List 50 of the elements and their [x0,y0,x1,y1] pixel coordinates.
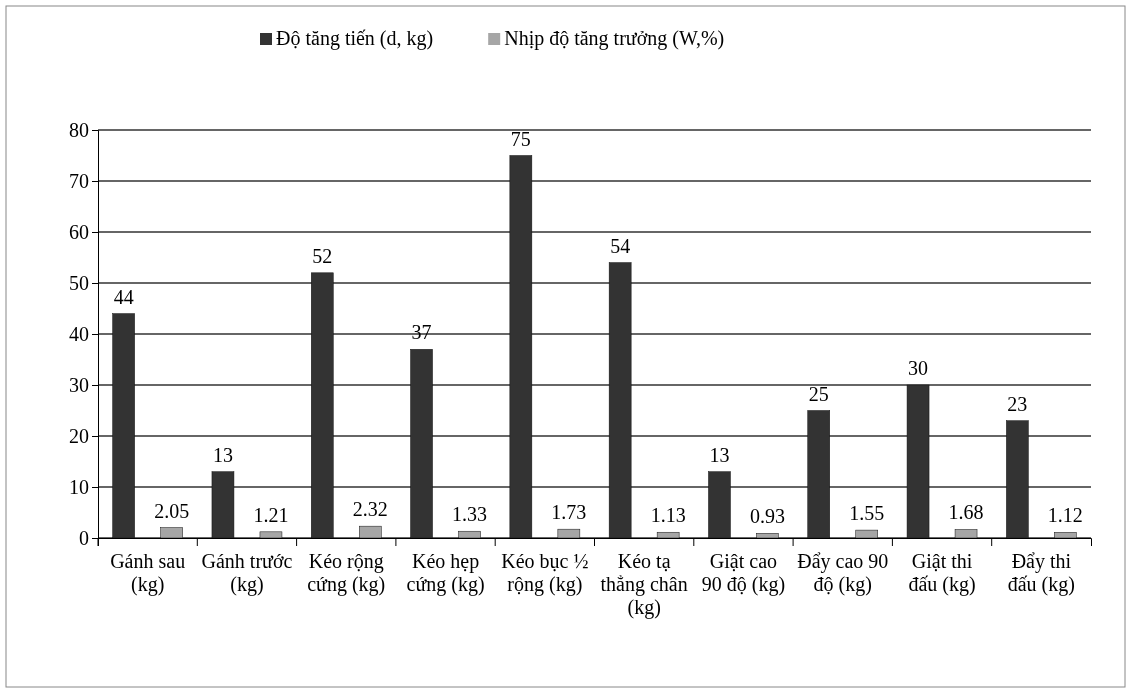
data-label: 1.13 [650,504,686,527]
data-label: 1.55 [849,502,885,525]
bar [359,525,382,539]
x-tick-label: Kéo hẹp cứng (kg) [406,550,485,596]
x-tick-label: Kéo bục ½ rộng (kg) [501,550,589,596]
y-tick-label: 50 [69,271,89,294]
bar [954,529,978,539]
x-tick-label: Đẩy cao 90 độ (kg) [797,550,889,596]
y-tick-label: 80 [69,118,89,141]
data-label: 1.33 [452,503,488,526]
y-tick-label: 0 [79,526,89,549]
data-label: 30 [908,357,929,379]
data-label: 1.12 [1047,504,1083,527]
x-tick-label: Kéo rộng cứng (kg) [307,550,386,596]
bar [557,528,581,539]
data-label: 25 [808,382,829,405]
y-tick-label: 10 [69,475,89,498]
y-tick-label: 30 [69,373,89,396]
bar [458,530,481,539]
data-label: 54 [610,234,631,257]
x-tick-label: Giật cao 90 độ (kg) [701,550,786,596]
x-tick-label: Gánh trước (kg) [201,550,293,596]
data-label: 52 [312,244,333,267]
data-label: 1.21 [253,503,289,526]
data-label: 23 [1007,392,1028,415]
y-tick-label: 60 [69,220,89,243]
y-tick-label: 20 [69,424,89,447]
x-tick-label: Kéo tạ thẳng chân (kg) [600,550,688,619]
data-label: 2.05 [154,499,190,522]
legend-label: Nhịp độ tăng trưởng (W,%) [504,27,725,50]
legend-label: Độ tăng tiến (d, kg) [276,27,434,50]
data-label: 13 [709,443,730,466]
data-label: 44 [113,285,134,308]
bar [656,531,680,539]
y-tick-label: 40 [69,322,89,345]
x-tick-label: Gánh sau (kg) [110,550,186,596]
x-tick-label: Giật thi đấu (kg) [908,550,976,596]
bar [160,527,183,539]
bar [756,533,779,539]
y-tick-label: 70 [69,169,89,192]
data-label: 0.93 [749,505,785,528]
bar [259,531,283,539]
data-label: 1.73 [551,501,587,524]
data-label: 1.68 [948,501,984,524]
bar [1054,532,1077,539]
data-label: 2.32 [352,498,388,521]
bar [855,529,878,539]
data-label: 75 [510,127,531,150]
x-tick-label: Đẩy thi đấu (kg) [1007,550,1075,596]
data-label: 13 [212,443,233,466]
